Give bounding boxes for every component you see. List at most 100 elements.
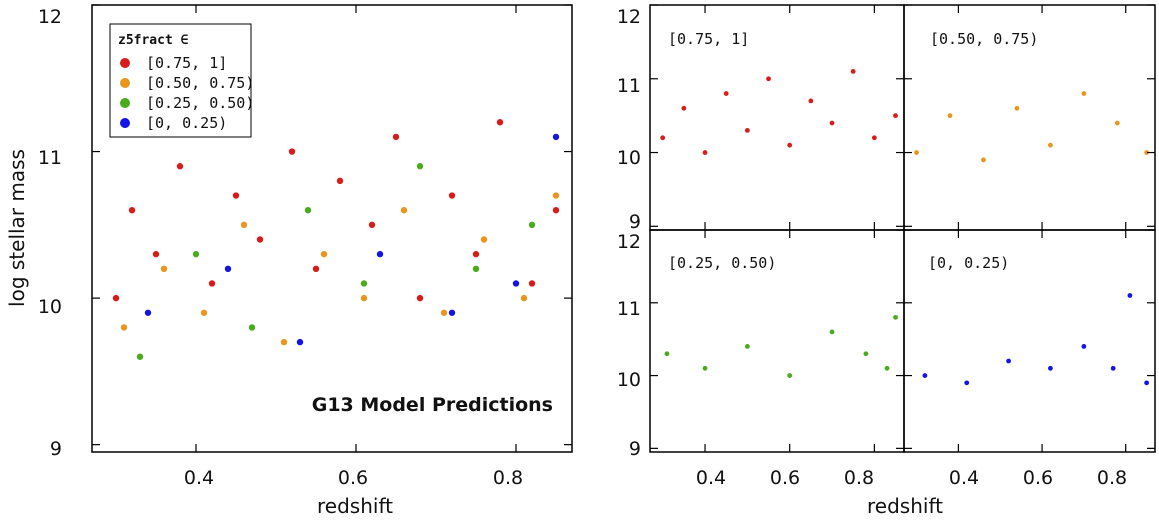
panel-2-point-2 bbox=[981, 157, 986, 163]
bl-xtick-0.4: 0.4 bbox=[696, 467, 726, 489]
main-series-0-point-14 bbox=[472, 250, 480, 258]
legend-label-1: [0.75, 1] bbox=[146, 54, 227, 72]
panel-3-point-4 bbox=[829, 329, 835, 335]
panel-2-point-4 bbox=[1048, 142, 1053, 148]
main-series-0-point-9 bbox=[336, 177, 344, 185]
legend-label-2: [0.50, 0.75) bbox=[146, 74, 254, 92]
panel-1-point-6 bbox=[787, 142, 793, 148]
main-series-0-point-1 bbox=[128, 206, 136, 214]
main-series-1-point-5 bbox=[320, 250, 328, 258]
main-series-1-point-0 bbox=[120, 324, 128, 331]
panel-label-050-075: [0.50, 0.75) bbox=[930, 30, 1038, 48]
legend-title: z5fract ∈ bbox=[118, 33, 189, 48]
main-series-0-point-5 bbox=[232, 192, 240, 199]
top-ytick-12: 12 bbox=[617, 6, 641, 28]
right-x-axis-label: redshift bbox=[867, 494, 943, 518]
panel-0-025-frame bbox=[903, 229, 1156, 453]
main-series-3-point-2 bbox=[296, 338, 304, 346]
main-series-0-point-11 bbox=[392, 133, 400, 141]
panel-label-0-025: [0, 0.25) bbox=[928, 254, 1009, 272]
panel-2-point-6 bbox=[1114, 120, 1120, 126]
main-series-1-point-1 bbox=[160, 265, 168, 273]
main-series-3-point-4 bbox=[448, 309, 456, 316]
main-series-1-point-2 bbox=[200, 309, 208, 316]
legend-marker-orange bbox=[120, 78, 130, 88]
panel-1-point-0 bbox=[660, 135, 666, 141]
main-series-1-point-6 bbox=[360, 294, 368, 302]
main-series-2-point-5 bbox=[416, 163, 424, 170]
panel-4-point-7 bbox=[1144, 380, 1150, 386]
main-series-1-point-3 bbox=[240, 221, 248, 229]
legend-label-3: [0.25, 0.50) bbox=[146, 94, 254, 112]
panel-3-point-3 bbox=[787, 373, 793, 378]
main-y-axis-label: log stellar mass bbox=[5, 149, 29, 307]
legend: z5fract ∈ [0.75, 1] [0.50, 0.75) [0.25, … bbox=[109, 23, 254, 138]
panel-2-point-3 bbox=[1014, 105, 1020, 111]
main-series-1-point-8 bbox=[440, 309, 448, 316]
main-series-2-point-0 bbox=[136, 353, 144, 360]
panel-1-point-4 bbox=[744, 128, 750, 133]
main-series-0-point-3 bbox=[176, 163, 184, 170]
main-points-layer bbox=[112, 119, 560, 360]
main-series-3-point-3 bbox=[376, 250, 384, 258]
main-series-0-point-0 bbox=[112, 294, 120, 302]
legend-marker-green bbox=[120, 98, 130, 108]
panel-2-point-1 bbox=[947, 113, 953, 119]
main-ytick-12: 12 bbox=[38, 6, 62, 28]
main-series-1-point-11 bbox=[552, 192, 560, 199]
panel-2-point-5 bbox=[1081, 91, 1087, 96]
main-series-2-point-4 bbox=[360, 280, 368, 287]
panel-label-075-1: [0.75, 1] bbox=[668, 30, 749, 48]
subpanel-ticks bbox=[650, 4, 1155, 452]
main-series-1-point-7 bbox=[400, 206, 408, 214]
panel-4-point-4 bbox=[1081, 344, 1087, 349]
panel-label-025-050: [0.25, 0.50) bbox=[668, 254, 776, 272]
panel-3-point-5 bbox=[863, 351, 869, 357]
panel-3-point-0 bbox=[664, 351, 670, 357]
top-ytick-11: 11 bbox=[617, 75, 641, 97]
main-series-2-point-2 bbox=[248, 324, 256, 331]
main-series-0-point-12 bbox=[416, 294, 424, 302]
panel-4-point-1 bbox=[964, 380, 970, 386]
main-ytick-11: 11 bbox=[38, 147, 62, 169]
bl-xtick-0.6: 0.6 bbox=[770, 467, 800, 489]
panel-0-025-points bbox=[922, 293, 1150, 386]
panel-1-point-9 bbox=[850, 68, 856, 74]
main-series-0-point-16 bbox=[528, 280, 536, 287]
bottom-ytick-11: 11 bbox=[617, 298, 641, 320]
main-series-1-point-4 bbox=[280, 338, 288, 346]
br-xtick-0.4: 0.4 bbox=[949, 467, 979, 489]
panel-4-point-2 bbox=[1006, 358, 1011, 364]
main-x-axis-label: redshift bbox=[317, 494, 393, 518]
bottom-ytick-9: 9 bbox=[629, 438, 641, 460]
bl-xtick-0.8: 0.8 bbox=[844, 467, 874, 489]
br-xtick-0.6: 0.6 bbox=[1023, 467, 1053, 489]
main-series-3-point-1 bbox=[224, 265, 232, 273]
main-series-1-point-9 bbox=[480, 236, 488, 243]
main-series-2-point-6 bbox=[472, 265, 480, 273]
panel-4-point-5 bbox=[1110, 365, 1116, 371]
panel-025-050-points bbox=[664, 314, 898, 378]
legend-marker-blue bbox=[120, 118, 130, 128]
panel-3-point-6 bbox=[884, 365, 890, 371]
main-series-3-point-0 bbox=[144, 309, 152, 316]
main-scatter-panel: 12 11 10 9 0.4 0.6 0.8 redshift log stel… bbox=[5, 4, 573, 518]
main-ytick-9: 9 bbox=[50, 438, 62, 460]
panel-1-point-1 bbox=[681, 105, 687, 111]
main-series-0-point-4 bbox=[208, 280, 216, 287]
top-ytick-9: 9 bbox=[629, 211, 641, 233]
main-series-2-point-1 bbox=[192, 250, 200, 258]
main-plot-frame bbox=[91, 4, 573, 453]
panel-050-075-points bbox=[914, 91, 1150, 163]
br-xtick-0.8: 0.8 bbox=[1097, 467, 1127, 489]
legend-marker-red bbox=[120, 58, 130, 68]
panel-4-point-3 bbox=[1048, 365, 1053, 371]
main-series-3-point-6 bbox=[552, 133, 560, 141]
main-series-1-point-10 bbox=[520, 294, 528, 302]
main-ticks bbox=[92, 4, 572, 452]
legend-label-4: [0, 0.25) bbox=[146, 114, 227, 132]
main-xtick-0.4: 0.4 bbox=[184, 467, 214, 489]
panel-1-point-8 bbox=[829, 120, 835, 126]
top-ytick-10: 10 bbox=[617, 147, 641, 169]
